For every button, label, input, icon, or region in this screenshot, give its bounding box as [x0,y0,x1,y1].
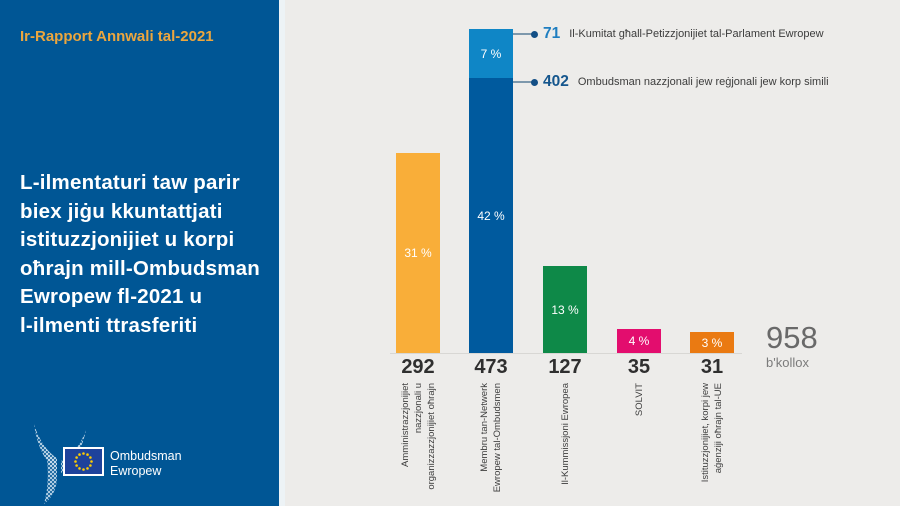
category-label: Membru tan-Netwerk Ewropew tal-Ombudsmen [478,383,504,505]
bar-segment: 3 % [690,332,734,353]
bar-segment: 42 % [469,78,513,353]
annotation-text: Il-Kumitat għall-Petizzjonijiet tal-Parl… [569,28,824,40]
value-label: 292 [401,356,435,378]
percent-label: 3 % [701,335,723,350]
category-label: Il-Kummissjoni Ewropea [559,383,572,505]
annotation-connector-line [513,33,532,35]
annotation: 71 Il-Kumitat għall-Petizzjonijiet tal-Pa… [543,24,824,44]
annotation: 402 Ombudsman nazzjonali jew reġjonali je… [543,72,829,92]
category-label: Amministrazzjonijiet nazzjonali u organizz… [399,383,438,505]
left-panel: Ir-Rapport Annwali tal-2021 L-ilmentatur… [0,0,279,506]
category-label-line: nazzjonali u [412,383,424,434]
headline-line: l-ilmenti ttrasferiti [20,313,198,337]
total-caption: b'kollox [766,355,809,370]
bar-segment: 31 % [396,153,440,353]
percent-label: 7 % [480,46,502,61]
category-label-line: aġenziji oħrajn tal-UE [713,383,724,474]
headline-line: istituzzjonijiet u korpi [20,228,235,251]
value-label: 473 [474,356,508,378]
percent-label: 4 % [628,334,650,348]
total-value: 958 [766,320,818,355]
annotation-text: Ombudsman nazzjonali jew reġjonali jew k… [577,76,829,88]
percent-label: 42 % [477,208,505,223]
logo-org-line2: Ewropew [110,464,162,478]
headline-line: oħrajn mill-Ombudsman [20,256,260,280]
bar-segment: 7 % [469,29,513,78]
headline-line: biex jiġu kkuntattjati [20,199,223,223]
category-label-line: SOLVIT [633,383,645,417]
headline: L-ilmentaturi taw parir biex jiġu kkuntat… [20,169,260,340]
bar-segment: 4 % [617,329,661,353]
annotation-connector-line [513,81,532,83]
annotation-dot [531,30,538,38]
category-label-line: Membru tan-Netwerk [479,383,490,472]
eu-stars [74,452,93,471]
logo-org-line1: Ombudsman [110,449,182,463]
total: 958 b'kollox [766,321,818,370]
logo-text: Ombudsman Ewropew [110,449,182,479]
value-label: 127 [548,356,582,378]
percent-label: 13 % [551,302,579,317]
category-label-line: Il-Kummissjoni Ewropea [559,383,571,485]
category-label-line: Ewropew tal-Ombudsmen [492,383,503,493]
category-label-line: Amministrazzjonijiet [399,383,411,467]
panel-divider [279,0,285,506]
bar-segment: 13 % [543,266,587,353]
category-label: Istituzzjonijiet, korpi jew aġenziji oħra… [699,383,725,505]
chart-baseline [390,353,742,354]
annotation-dot [531,78,538,86]
headline-line: L-ilmentaturi taw parir [20,171,240,194]
category-label: SOLVIT [633,383,646,505]
annotation-value: 71 [543,25,561,42]
annotation-value: 402 [543,73,569,90]
report-title: Ir-Rapport Annwali tal-2021 [20,28,214,45]
value-label: 31 [700,356,724,378]
value-label: 35 [627,356,651,378]
percent-label: 31 % [404,246,432,260]
eu-flag-icon [63,447,104,476]
category-label-line: Istituzzjonijiet, korpi jew [700,383,711,483]
category-label-line: organizzazzjonijiet oħrajn [425,383,437,490]
headline-line: Ewropew fl-2021 u [20,285,203,308]
